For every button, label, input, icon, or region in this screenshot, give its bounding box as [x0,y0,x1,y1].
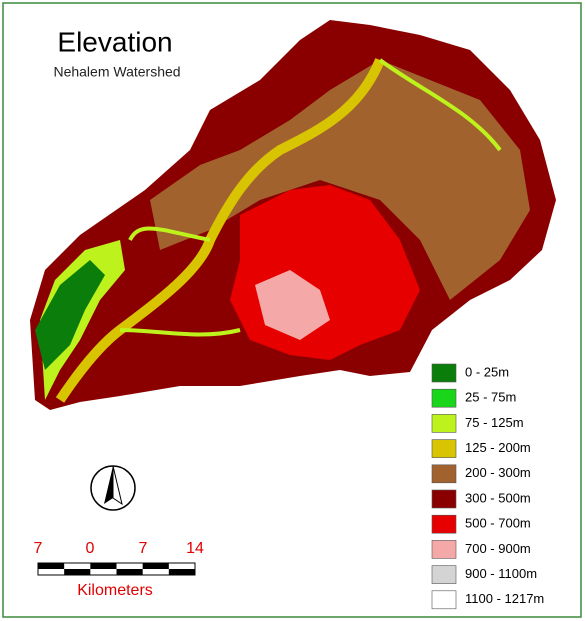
scale-label: 0 [86,540,95,557]
scale-segment [38,563,65,569]
legend-swatch [431,590,457,610]
scale-label: 7 [34,540,43,557]
scale-label: 7 [139,540,148,557]
legend-label: 900 - 1100m [465,566,537,581]
river-channel [119,58,502,337]
watershed-map [30,20,556,410]
elevation-200-300 [150,60,530,300]
title: Elevation [57,26,172,57]
legend-label: 25 - 75m [465,390,516,405]
legend-label: 700 - 900m [465,541,531,556]
legend-label: 125 - 200m [465,440,531,455]
legend-label: 200 - 300m [465,465,531,480]
scale-segment [90,563,117,569]
scale-bar: 7 0 7 14 Kilometers [34,540,204,599]
legend-label: 0 - 25m [465,364,509,379]
north-arrow [90,465,136,511]
scale-segment [142,563,169,569]
scale-segment [64,569,91,575]
legend-label: 75 - 125m [465,415,524,430]
subtitle: Nehalem Watershed [53,64,180,80]
legend-swatch [431,363,457,383]
legend-swatch [431,414,457,433]
scale-segment [168,569,195,575]
legend-swatch [431,514,457,534]
legend-label: 300 - 500m [465,490,531,505]
legend-swatch [431,439,457,458]
legend-label: 1100 - 1217m [465,591,544,606]
scale-unit: Kilometers [77,582,153,599]
arrow-left [104,466,113,504]
elevation-75-125 [40,240,125,400]
legend-label: 500 - 700m [465,516,531,531]
scale-label: 14 [186,540,204,557]
legend: 0 - 25m 25 - 75m 75 - 125m 125 - 200m 200 - … [431,363,544,610]
scale-segment [116,569,143,575]
legend-swatch [431,388,457,408]
legend-swatch [431,464,457,484]
legend-swatch [431,540,457,559]
legend-swatch [431,565,457,584]
legend-swatch [431,489,457,509]
elevation-700-900 [255,270,330,340]
river-valley [55,58,385,403]
arrow-right [112,465,123,506]
elevation-0-25 [35,260,105,370]
